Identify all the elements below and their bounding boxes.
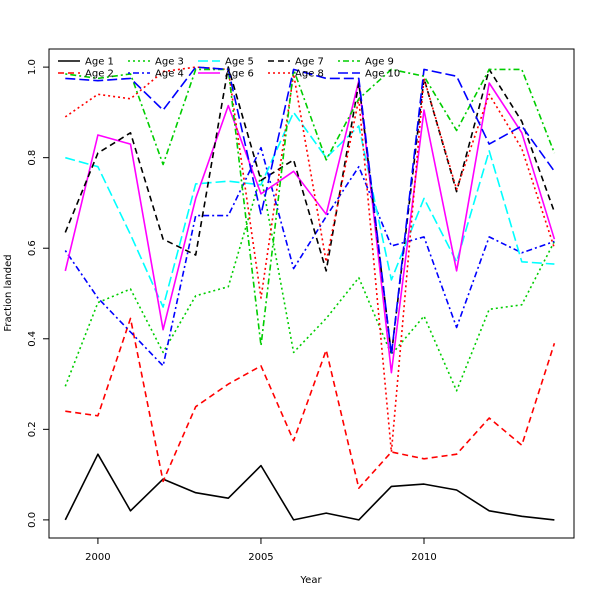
series-line-age-4 [64, 146, 555, 367]
legend-label-age-3: Age 3 [155, 57, 184, 68]
x-tick-label: 2010 [411, 552, 436, 563]
y-tick-label: 1.0 [27, 59, 38, 75]
series-line-age-7 [64, 66, 556, 356]
legend-label-age-7: Age 7 [295, 57, 324, 68]
y-axis: 0.0 0.2 0.4 0.6 0.8 1.0 [27, 59, 49, 528]
x-tick-label: 2005 [248, 552, 273, 563]
series-layer [64, 66, 556, 521]
legend-label-age-6: Age 6 [225, 69, 254, 80]
series-line-age-6 [64, 79, 556, 374]
y-tick-label: 0.6 [27, 240, 38, 256]
legend-label-age-8: Age 8 [295, 69, 324, 80]
y-tick-label: 0.4 [27, 331, 38, 347]
series-line-age-10 [65, 66, 556, 356]
series-line-age-8 [64, 66, 556, 453]
series-line-age-1 [64, 453, 555, 521]
legend-label-age-4: Age 4 [155, 69, 184, 80]
x-tick-label: 2000 [85, 552, 110, 563]
series-line-age-5 [65, 111, 555, 308]
legend-label-age-2: Age 2 [85, 69, 114, 80]
y-axis-title: Fraction landed [3, 254, 14, 331]
y-tick-label: 0.2 [27, 421, 38, 437]
series-line-age-9 [65, 68, 556, 347]
legend-label-age-5: Age 5 [225, 57, 254, 68]
y-tick-label: 0.0 [27, 512, 38, 528]
legend-label-age-1: Age 1 [85, 57, 114, 68]
x-axis: 2000 2005 2010 [85, 538, 437, 563]
legend-label-age-9: Age 9 [365, 57, 394, 68]
series-line-age-2 [65, 317, 556, 490]
series-line-age-3 [64, 175, 556, 392]
plot-frame [48, 48, 575, 539]
x-axis-title: Year [299, 575, 322, 586]
y-tick-label: 0.8 [27, 150, 38, 166]
legend-label-age-10: Age 10 [365, 69, 400, 80]
